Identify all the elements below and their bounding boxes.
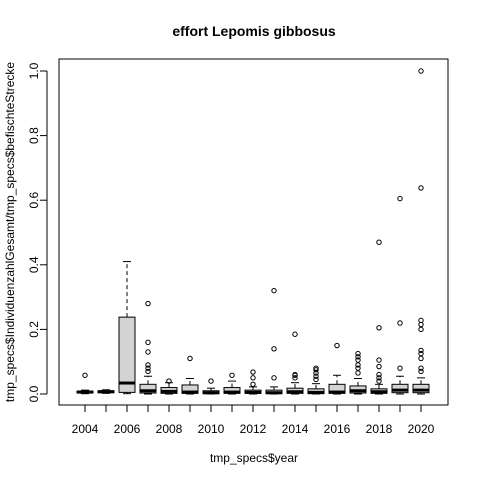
outlier-point — [82, 372, 88, 378]
outlier-point — [229, 372, 235, 378]
outlier-point — [355, 357, 361, 363]
outlier-point — [397, 320, 403, 326]
outlier-point — [376, 371, 382, 378]
outlier-point — [187, 355, 193, 362]
box-2007 — [139, 300, 157, 395]
box-2015 — [307, 365, 325, 395]
y-tick-label: 0.0 — [27, 385, 41, 402]
box-2005 — [97, 389, 115, 394]
y-tick-label: 0.4 — [27, 256, 41, 273]
boxes-layer — [76, 68, 430, 395]
outlier-point — [271, 287, 277, 294]
box-2013 — [265, 287, 283, 395]
y-tick-label: 0.8 — [27, 127, 41, 144]
y-axis: 0.0 0.2 0.4 0.6 0.8 1.0 — [27, 62, 48, 402]
outlier-point — [313, 365, 319, 371]
box-2019 — [391, 195, 409, 395]
outlier-point — [313, 376, 319, 383]
outlier-point — [376, 363, 382, 370]
x-tick-label: 2008 — [156, 422, 183, 436]
y-tick-label: 0.6 — [27, 192, 41, 209]
outlier-point — [145, 339, 151, 346]
outlier-point — [355, 370, 361, 376]
outlier-point — [355, 362, 361, 368]
outlier-point — [376, 325, 382, 331]
outlier-point — [250, 369, 256, 375]
box-2018 — [370, 239, 388, 395]
x-tick-label: 2010 — [198, 422, 225, 436]
box-2009 — [181, 355, 199, 395]
outlier-point — [271, 375, 277, 381]
box-iqr — [118, 316, 136, 393]
outlier-point — [418, 185, 424, 191]
outlier-point — [418, 68, 424, 74]
chart-title: effort Lepomis gibbosus — [172, 23, 336, 39]
box-2010 — [202, 378, 220, 395]
outlier-point — [271, 346, 277, 352]
box-2012 — [244, 369, 262, 395]
outlier-point — [145, 300, 151, 307]
box-2011 — [223, 372, 241, 395]
x-axis-label: tmp_specs$year — [210, 451, 298, 465]
box-iqr — [391, 383, 409, 394]
outlier-point — [145, 368, 151, 375]
x-axis: 2004 2006 2008 2010 2012 2014 2016 2018 2020 — [72, 404, 435, 436]
outlier-point — [250, 381, 256, 388]
outlier-point — [418, 355, 424, 362]
outlier-point — [355, 354, 361, 360]
outlier-point — [145, 365, 151, 371]
outlier-point — [376, 357, 382, 363]
outlier-point — [376, 375, 382, 381]
box-iqr — [139, 383, 157, 394]
outlier-point — [250, 375, 256, 381]
x-tick-label: 2004 — [72, 422, 99, 436]
outlier-point — [313, 367, 319, 373]
x-tick-label: 2020 — [408, 422, 435, 436]
outlier-point — [334, 342, 340, 349]
x-tick-label: 2016 — [324, 422, 351, 436]
outlier-point — [418, 350, 424, 357]
outlier-point — [292, 371, 298, 378]
outlier-point — [418, 365, 424, 371]
outlier-point — [292, 375, 298, 381]
box-2006 — [118, 261, 136, 395]
x-tick-label: 2018 — [366, 422, 393, 436]
outlier-point — [292, 331, 298, 337]
box-2008 — [160, 378, 178, 395]
outlier-point — [208, 378, 214, 384]
outlier-point — [166, 378, 172, 384]
box-2020 — [412, 68, 430, 395]
outlier-point — [145, 362, 151, 368]
outlier-point — [418, 347, 424, 354]
x-tick-label: 2006 — [114, 422, 141, 436]
y-axis-label: tmp_specs$IndividuenzahlGesamt/tmp_specs… — [3, 62, 17, 403]
outlier-point — [418, 317, 424, 324]
outlier-point — [355, 365, 361, 371]
box-2014 — [286, 331, 304, 395]
box-2004 — [76, 372, 94, 395]
outlier-point — [397, 365, 403, 371]
outlier-point — [418, 368, 424, 375]
outlier-point — [313, 373, 319, 379]
box-iqr — [412, 383, 430, 394]
x-tick-label: 2014 — [282, 422, 309, 436]
plot-frame — [58, 58, 449, 406]
box-2017 — [349, 350, 367, 395]
y-tick-label: 1.0 — [27, 62, 41, 79]
x-tick-label: 2012 — [240, 422, 267, 436]
outlier-point — [397, 195, 403, 202]
outlier-point — [376, 378, 382, 384]
y-tick-label: 0.2 — [27, 321, 41, 338]
outlier-point — [418, 326, 424, 333]
outlier-point — [355, 350, 361, 357]
box-2016 — [328, 342, 346, 395]
outlier-point — [376, 239, 382, 245]
outlier-point — [145, 349, 151, 355]
